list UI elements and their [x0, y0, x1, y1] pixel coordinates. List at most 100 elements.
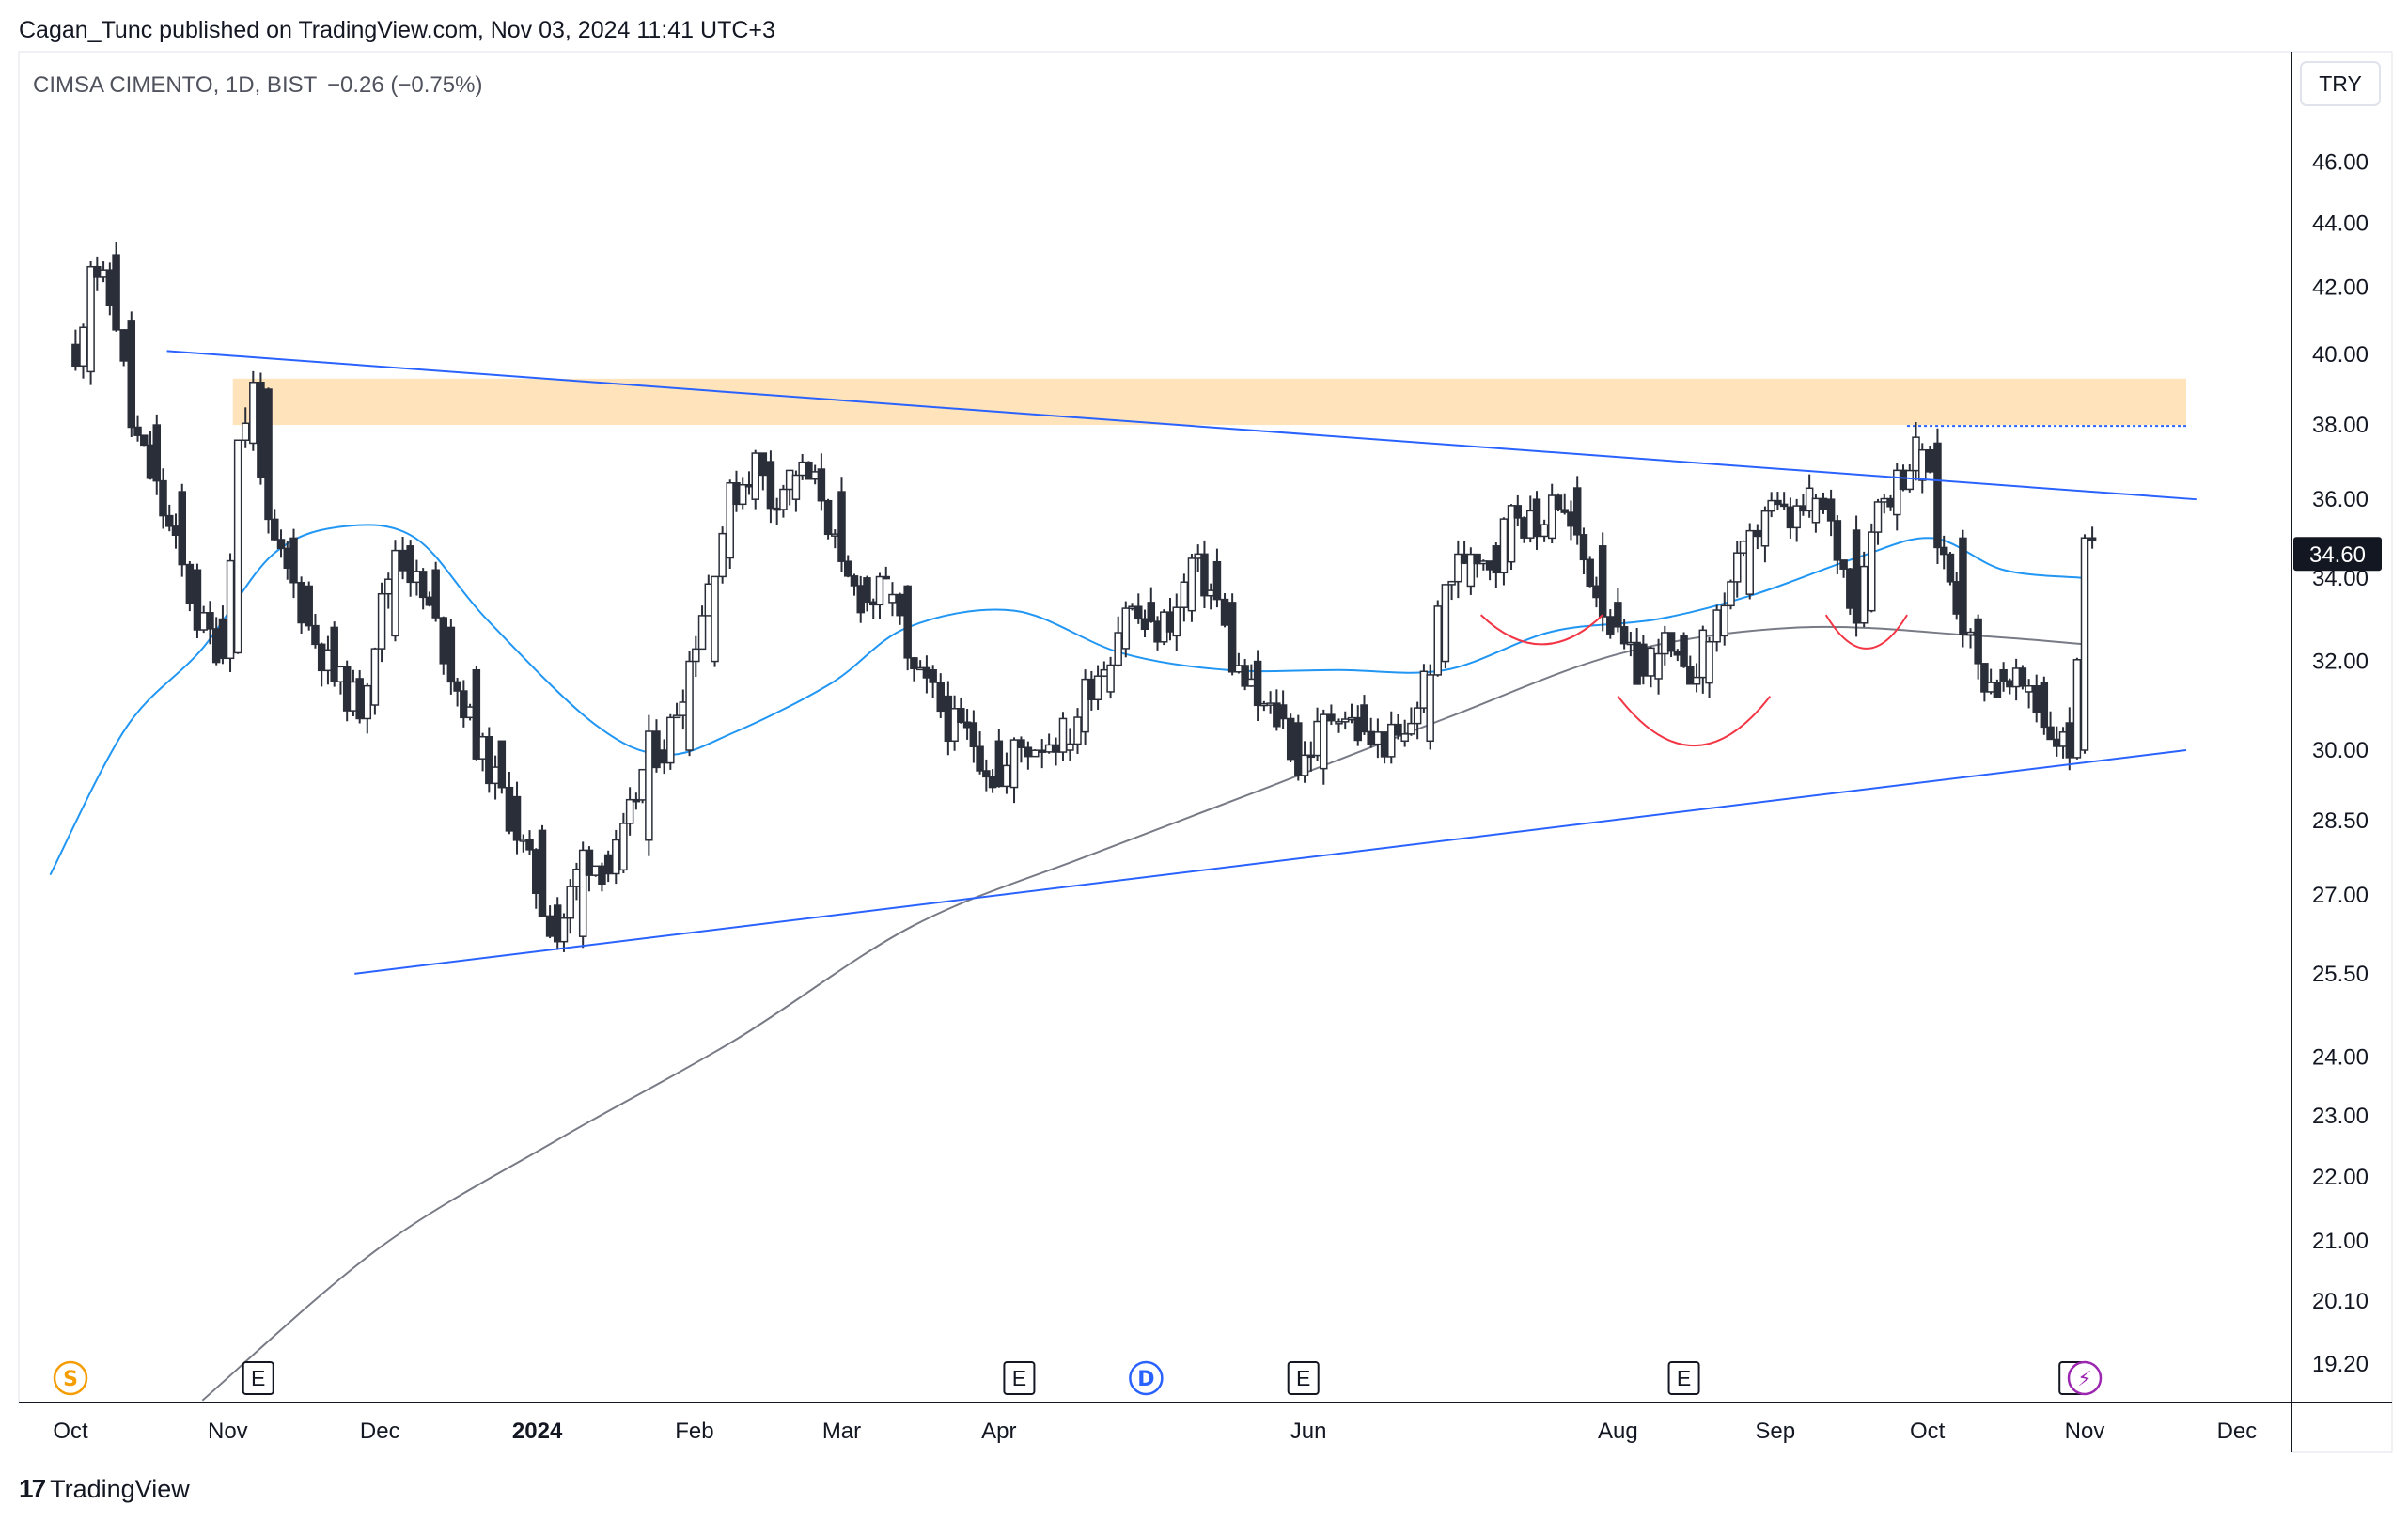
candle-body — [666, 716, 675, 764]
candle-body — [718, 532, 727, 578]
candle-body — [2011, 667, 2021, 688]
candle-body — [888, 593, 897, 604]
candle-body — [406, 545, 414, 584]
candle-body — [1200, 553, 1209, 597]
candle-body — [1044, 744, 1054, 753]
candle-body — [1692, 676, 1701, 685]
candle-body — [460, 690, 468, 719]
candle-body — [896, 593, 904, 617]
candle-body — [1698, 629, 1708, 679]
candle-body — [1567, 511, 1575, 527]
candle-body — [206, 612, 214, 630]
resistance-zone-layer — [232, 378, 2186, 428]
trendline-layer — [166, 350, 2197, 975]
candle-body — [1426, 674, 1434, 743]
candle-body — [1639, 643, 1648, 677]
y-tick-label: 38.00 — [2312, 413, 2369, 438]
candle-body — [71, 343, 80, 368]
candle-body — [439, 617, 448, 665]
candle-body — [704, 583, 713, 617]
candle-body — [744, 483, 754, 488]
candle-body — [1278, 704, 1288, 720]
candle-body — [619, 823, 628, 871]
candle-body — [1367, 730, 1375, 745]
y-tick-label: 42.00 — [2312, 275, 2369, 301]
ma-fast-line — [49, 524, 2086, 876]
candle-body — [1313, 720, 1321, 757]
candle-body — [1572, 487, 1582, 536]
candle-body — [497, 740, 507, 789]
candle-body — [863, 577, 871, 604]
candle-body — [1705, 640, 1713, 684]
candle-body — [1407, 722, 1415, 735]
candle-body — [1128, 605, 1136, 609]
candle-body — [572, 868, 581, 887]
candle-body — [1499, 518, 1509, 574]
candle-body — [431, 569, 440, 619]
candle-body — [171, 525, 180, 537]
candle-body — [133, 426, 142, 436]
earnings-event-label: E — [1012, 1366, 1026, 1390]
candle-body — [1441, 584, 1450, 663]
earnings-event-label: E — [251, 1366, 265, 1390]
x-tick-label: Mar — [822, 1419, 861, 1444]
candle-body — [1905, 469, 1915, 491]
candle-body — [632, 798, 641, 803]
candle-body — [465, 706, 475, 719]
candle-body — [1454, 553, 1462, 583]
candle-body — [425, 596, 434, 606]
candle-body — [2032, 685, 2041, 713]
candle-body — [491, 766, 500, 785]
brand-label: TradingView — [50, 1474, 190, 1503]
candle-body — [598, 865, 606, 886]
candle-body — [1520, 517, 1528, 539]
candle-body — [391, 549, 399, 637]
candle-body — [199, 612, 208, 631]
candle-body — [1686, 666, 1695, 685]
candle-body — [1673, 650, 1682, 656]
arc-drawing-3 — [1824, 614, 1908, 650]
candle-body — [1253, 660, 1262, 707]
resistance-zone — [232, 378, 2186, 426]
candle-body — [112, 254, 120, 331]
candle-body — [1394, 723, 1402, 736]
candle-body — [1720, 604, 1728, 637]
y-tick-label: 36.00 — [2312, 487, 2369, 512]
candle-body — [446, 626, 456, 683]
candle-body — [93, 265, 102, 278]
candle-body — [1918, 448, 1927, 481]
candle-body — [1819, 497, 1828, 510]
candle-body — [929, 668, 937, 683]
candle-body — [1598, 545, 1607, 618]
candle-body — [1547, 494, 1556, 540]
candle-body — [1419, 670, 1429, 709]
candle-body — [1980, 663, 1989, 693]
candle-body — [1579, 534, 1588, 561]
candle-body — [1492, 545, 1501, 574]
candle-body — [773, 507, 781, 511]
candle-body — [994, 740, 1004, 788]
candle-body — [823, 499, 833, 536]
candle-body — [1247, 678, 1256, 687]
candle-body — [645, 730, 653, 841]
x-tick-label: Oct — [53, 1419, 88, 1444]
candle-body — [1846, 568, 1854, 609]
candle-body — [875, 575, 884, 606]
candle-body — [1893, 469, 1901, 516]
tradingview-brand[interactable]: 17 TradingView — [19, 1474, 190, 1504]
candle-body — [850, 575, 859, 587]
overlay-layer: CIMSA CIMENTO, 1D, BIST −0.26 (−0.75%) TRY… — [33, 61, 2382, 572]
candle-body — [1799, 505, 1807, 512]
candle-body — [903, 585, 912, 659]
candle-body — [922, 666, 931, 679]
x-tick-label: Dec — [360, 1419, 400, 1444]
candle-body — [1147, 602, 1156, 622]
candle-body — [1206, 589, 1215, 597]
candle-body — [1081, 678, 1089, 733]
candle-body — [1873, 501, 1883, 533]
earnings-event-icon — [242, 1361, 274, 1395]
candle-body — [1294, 722, 1303, 776]
candle-body — [1220, 598, 1229, 626]
currency-label: TRY — [2319, 71, 2362, 96]
